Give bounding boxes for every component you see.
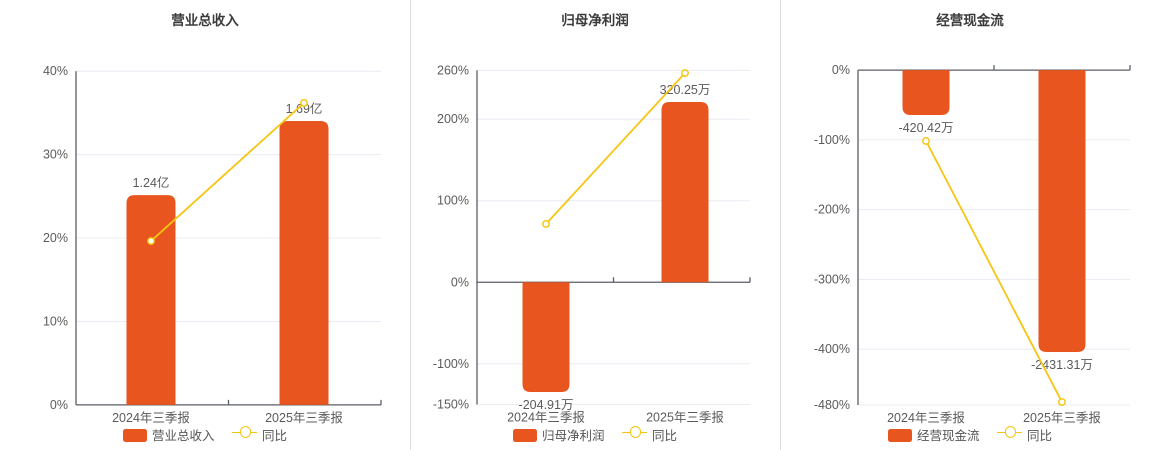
- svg-text:0%: 0%: [50, 398, 68, 412]
- svg-text:-400%: -400%: [814, 342, 850, 356]
- svg-text:10%: 10%: [43, 314, 68, 328]
- svg-text:0%: 0%: [451, 275, 469, 289]
- svg-text:-100%: -100%: [814, 133, 850, 147]
- svg-text:0%: 0%: [832, 63, 850, 77]
- svg-text:-300%: -300%: [814, 272, 850, 286]
- svg-text:2024年三季报: 2024年三季报: [112, 410, 190, 425]
- svg-text:2024年三季报: 2024年三季报: [507, 410, 585, 425]
- svg-text:2025年三季报: 2025年三季报: [646, 410, 724, 425]
- svg-text:-100%: -100%: [433, 357, 469, 371]
- svg-text:20%: 20%: [43, 231, 68, 245]
- svg-text:100%: 100%: [437, 194, 469, 208]
- svg-text:2025年三季报: 2025年三季报: [1023, 410, 1101, 425]
- svg-text:-200%: -200%: [814, 203, 850, 217]
- svg-text:-480%: -480%: [814, 398, 850, 412]
- svg-text:320.25万: 320.25万: [660, 83, 711, 97]
- svg-text:2024年三季报: 2024年三季报: [887, 410, 965, 425]
- svg-text:260%: 260%: [437, 63, 469, 77]
- svg-text:-420.42万: -420.42万: [899, 121, 954, 135]
- svg-text:-150%: -150%: [433, 398, 469, 412]
- svg-text:40%: 40%: [43, 64, 68, 78]
- svg-text:30%: 30%: [43, 148, 68, 162]
- svg-text:1.24亿: 1.24亿: [133, 175, 170, 190]
- svg-text:2025年三季报: 2025年三季报: [265, 410, 343, 425]
- svg-text:200%: 200%: [437, 112, 469, 126]
